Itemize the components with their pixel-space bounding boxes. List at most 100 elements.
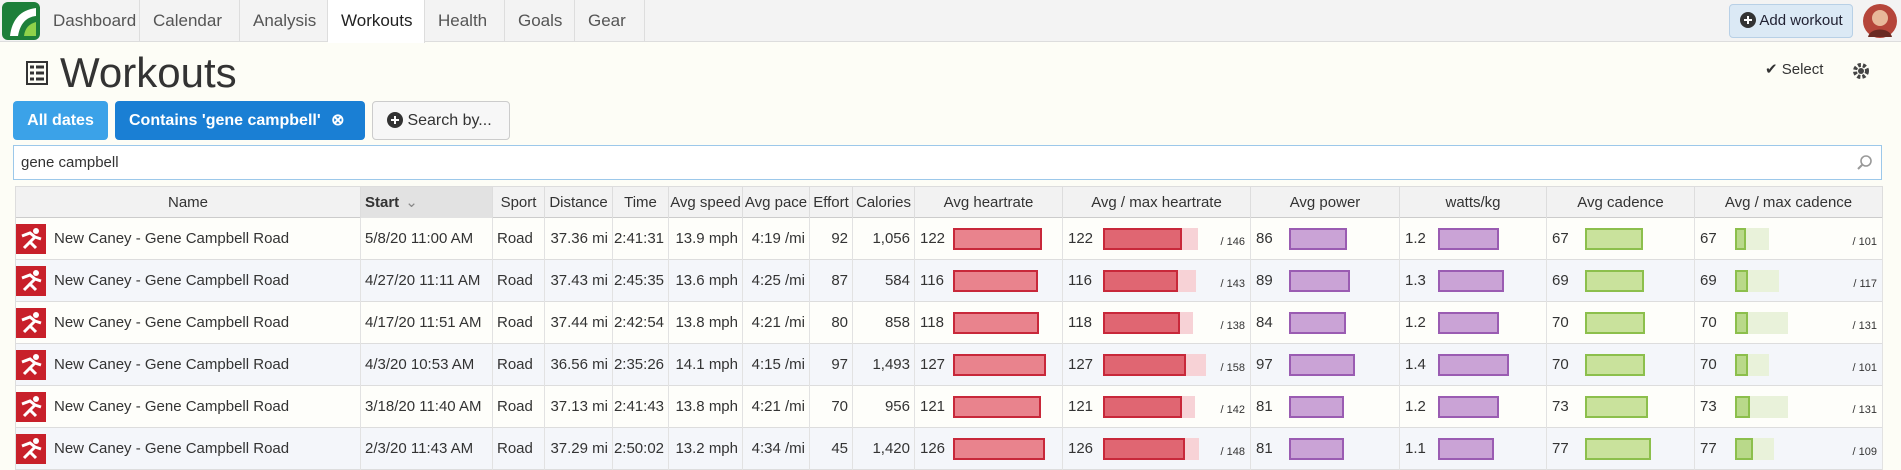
plus-icon [387, 112, 403, 128]
nav-tab[interactable]: Workouts [328, 0, 425, 43]
watts-kg-bar [1438, 228, 1500, 250]
page-title: Workouts [60, 49, 237, 96]
cell-text: 13.8 mph [675, 314, 738, 331]
settings-icon[interactable] [1852, 62, 1870, 80]
list-icon [26, 61, 48, 85]
table-cell: 81 [1251, 428, 1400, 470]
column-header[interactable]: Avg heartrate [915, 187, 1063, 219]
table-row[interactable]: New Caney - Gene Campbell Road 4/17/20 11… [16, 302, 1883, 344]
column-header[interactable]: Avg pace [743, 187, 810, 219]
table-row[interactable]: New Caney - Gene Campbell Road 2/3/20 11:… [16, 428, 1883, 470]
nav-tab[interactable]: Calendar [140, 0, 240, 42]
cell-text: Road [497, 356, 533, 373]
table-cell: 4/27/20 11:11 AM [361, 260, 493, 302]
table-row[interactable]: New Caney - Gene Campbell Road 3/18/20 11… [16, 386, 1883, 428]
column-header-label: Start [365, 194, 400, 211]
table-cell: 13.6 mph [669, 260, 743, 302]
column-header[interactable]: watts/kg [1400, 187, 1547, 219]
column-header[interactable]: Calories [853, 187, 915, 219]
column-header[interactable]: Start ⌄ [361, 187, 493, 219]
column-header-label: Sport [500, 194, 537, 211]
select-button[interactable]: ✔ Select [1765, 61, 1824, 78]
table-row[interactable]: New Caney - Gene Campbell Road 5/8/20 11:… [16, 218, 1883, 260]
workouts-table: Name Start ⌄ Sport Distance Time Avg speed Avg … [15, 186, 1883, 470]
cell-text: 4/3/20 10:53 AM [365, 356, 475, 373]
cell-text: 36.56 mi [550, 356, 608, 373]
workout-name[interactable]: New Caney - Gene Campbell Road [54, 230, 290, 247]
table-header: Name Start ⌄ Sport Distance Time Avg speed Avg … [16, 186, 1883, 219]
column-header[interactable]: Effort [810, 187, 853, 219]
table-cell: 122 [915, 218, 1063, 260]
table-cell: New Caney - Gene Campbell Road [16, 302, 361, 344]
contains-filter[interactable]: Contains 'gene campbell' ⊗ [115, 101, 365, 140]
nav-tab[interactable]: Analysis [240, 0, 328, 42]
workout-name[interactable]: New Caney - Gene Campbell Road [54, 272, 290, 289]
column-header-label: Avg / max cadence [1724, 194, 1853, 211]
table-cell: 584 [853, 260, 915, 302]
column-header[interactable]: Sport [493, 187, 545, 219]
watts-kg-bar [1438, 312, 1500, 334]
column-header-label: Avg pace [744, 194, 808, 211]
power-bar [1289, 354, 1355, 376]
avatar[interactable] [1862, 3, 1898, 39]
sport-icon [16, 434, 46, 464]
cell-text: 4:21 /mi [751, 398, 805, 415]
column-header[interactable]: Time [613, 187, 669, 219]
search-input[interactable]: gene campbell [13, 145, 1882, 180]
column-header[interactable]: Avg / max heartrate [1063, 187, 1251, 219]
search-by-label: Search by... [407, 112, 492, 129]
cell-text: 37.44 mi [550, 314, 608, 331]
logo[interactable] [2, 2, 40, 40]
column-header[interactable]: Avg power [1251, 187, 1400, 219]
cell-text: 2:50:02 [613, 440, 664, 457]
workout-name[interactable]: New Caney - Gene Campbell Road [54, 398, 290, 415]
column-header[interactable]: Avg speed [669, 187, 743, 219]
column-header[interactable]: Distance [545, 187, 613, 219]
all-dates-filter[interactable]: All dates [13, 101, 108, 140]
nav-tab[interactable]: Dashboard [40, 0, 140, 42]
table-cell: 77 / 109 [1695, 428, 1883, 470]
column-header-label: Avg heartrate [943, 194, 1034, 211]
column-header-label: Avg power [1289, 194, 1361, 211]
avg-bar [1735, 312, 1749, 334]
sport-icon [16, 224, 46, 254]
table-cell: 67 / 101 [1695, 218, 1883, 260]
workout-name[interactable]: New Caney - Gene Campbell Road [54, 356, 290, 373]
column-header-label: Avg cadence [1577, 194, 1664, 211]
max-label: / 117 [1853, 278, 1877, 290]
avg-bar [1103, 270, 1179, 292]
table-row[interactable]: New Caney - Gene Campbell Road 4/3/20 10:… [16, 344, 1883, 386]
workout-name[interactable]: New Caney - Gene Campbell Road [54, 440, 290, 457]
cell-text: 92 [831, 230, 848, 247]
cell-text: 37.36 mi [550, 230, 608, 247]
table-cell: 70 [1547, 344, 1695, 386]
column-header[interactable]: Name [16, 187, 361, 219]
max-label: / 101 [1852, 236, 1877, 248]
workout-name[interactable]: New Caney - Gene Campbell Road [54, 314, 290, 331]
max-label: / 131 [1852, 404, 1877, 416]
nav-tab[interactable]: Health [425, 0, 505, 42]
cell-number: 81 [1256, 398, 1273, 415]
cell-number: 84 [1256, 314, 1273, 331]
cell-number: 116 [920, 272, 944, 289]
cell-number: 1.2 [1405, 398, 1426, 415]
search-by-button[interactable]: Search by... [372, 101, 510, 140]
table-cell: 36.56 mi [545, 344, 613, 386]
heartrate-bar [953, 312, 1040, 334]
table-cell: 89 [1251, 260, 1400, 302]
cadence-bar [1585, 228, 1643, 250]
column-header[interactable]: Avg / max cadence [1695, 187, 1883, 219]
table-row[interactable]: New Caney - Gene Campbell Road 4/27/20 11… [16, 260, 1883, 302]
avg-bar [1103, 312, 1180, 334]
max-label: / 109 [1852, 446, 1877, 458]
nav-tab[interactable]: Goals [505, 0, 575, 42]
max-label: / 131 [1852, 320, 1877, 332]
table-cell: 73 / 131 [1695, 386, 1883, 428]
table-cell: 2/3/20 11:43 AM [361, 428, 493, 470]
cell-number: 127 [1068, 356, 1094, 373]
nav-tab[interactable]: Gear [575, 0, 645, 42]
column-header[interactable]: Avg cadence [1547, 187, 1695, 219]
add-workout-button[interactable]: Add workout [1729, 4, 1853, 38]
cell-text: 4:34 /mi [751, 440, 805, 457]
table-cell: 13.9 mph [669, 218, 743, 260]
